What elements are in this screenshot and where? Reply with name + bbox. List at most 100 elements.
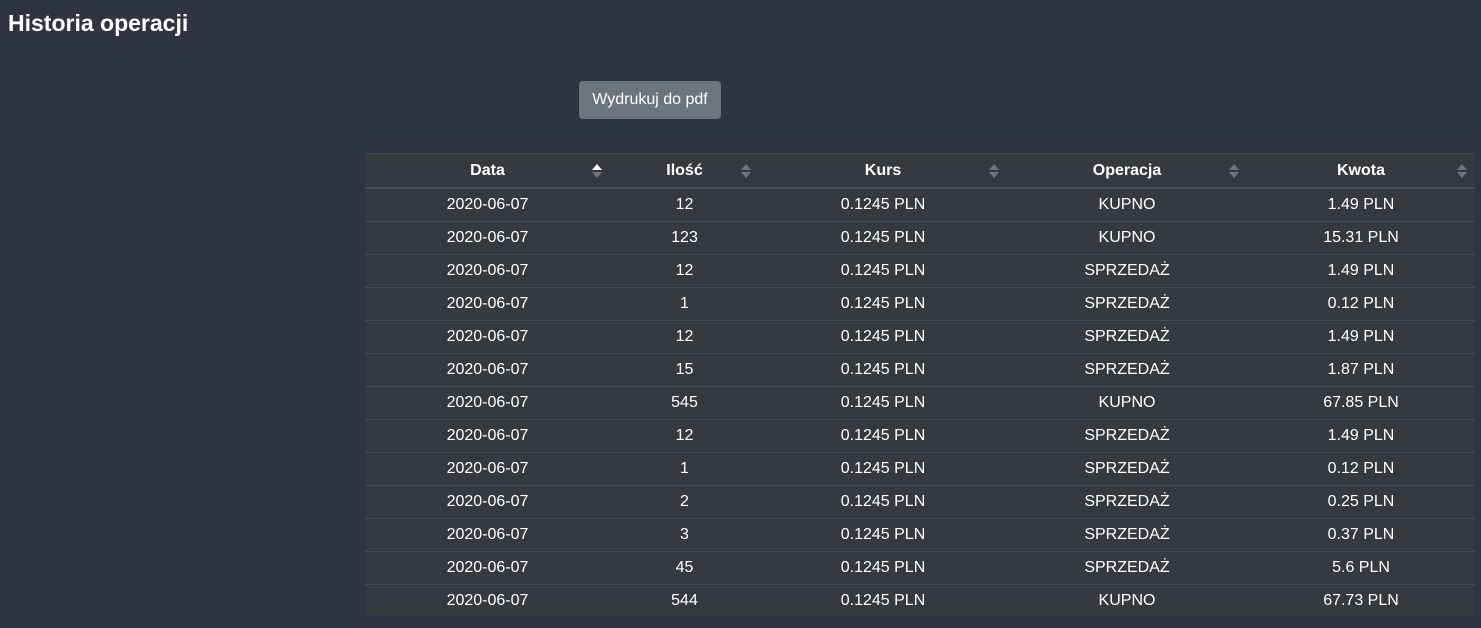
cell-quantity: 45 bbox=[610, 551, 759, 585]
cell-date: 2020-06-07 bbox=[365, 584, 610, 617]
cell-date: 2020-06-07 bbox=[365, 187, 610, 222]
cell-quantity: 545 bbox=[610, 386, 759, 420]
cell-amount: 1.49 PLN bbox=[1247, 187, 1475, 222]
cell-rate: 0.1245 PLN bbox=[759, 551, 1007, 585]
cell-date: 2020-06-07 bbox=[365, 419, 610, 453]
cell-quantity: 3 bbox=[610, 518, 759, 552]
cell-rate: 0.1245 PLN bbox=[759, 287, 1007, 321]
cell-rate: 0.1245 PLN bbox=[759, 419, 1007, 453]
column-header-rate[interactable]: Kurs bbox=[759, 153, 1007, 189]
cell-quantity: 2 bbox=[610, 485, 759, 519]
cell-rate: 0.1245 PLN bbox=[759, 187, 1007, 222]
cell-amount: 67.85 PLN bbox=[1247, 386, 1475, 420]
cell-rate: 0.1245 PLN bbox=[759, 221, 1007, 255]
cell-quantity: 12 bbox=[610, 419, 759, 453]
cell-operation: SPRZEDAŻ bbox=[1007, 485, 1247, 519]
table-header-row: Data Ilość Kurs Operacja Kwota bbox=[365, 153, 1475, 189]
column-header-amount[interactable]: Kwota bbox=[1247, 153, 1475, 189]
cell-amount: 0.25 PLN bbox=[1247, 485, 1475, 519]
cell-amount: 0.37 PLN bbox=[1247, 518, 1475, 552]
cell-date: 2020-06-07 bbox=[365, 353, 610, 387]
cell-rate: 0.1245 PLN bbox=[759, 485, 1007, 519]
cell-operation: KUPNO bbox=[1007, 221, 1247, 255]
cell-operation: KUPNO bbox=[1007, 584, 1247, 617]
column-header-operation[interactable]: Operacja bbox=[1007, 153, 1247, 189]
table-row: 2020-06-07 45 0.1245 PLN SPRZEDAŻ 5.6 PLN bbox=[365, 551, 1475, 585]
cell-quantity: 12 bbox=[610, 254, 759, 288]
cell-amount: 1.49 PLN bbox=[1247, 320, 1475, 354]
cell-quantity: 544 bbox=[610, 584, 759, 617]
column-header-label: Data bbox=[470, 161, 505, 179]
cell-amount: 1.49 PLN bbox=[1247, 419, 1475, 453]
sort-icon bbox=[989, 162, 999, 180]
table-row: 2020-06-07 15 0.1245 PLN SPRZEDAŻ 1.87 PLN bbox=[365, 353, 1475, 387]
cell-rate: 0.1245 PLN bbox=[759, 254, 1007, 288]
column-header-quantity[interactable]: Ilość bbox=[610, 153, 759, 189]
cell-rate: 0.1245 PLN bbox=[759, 353, 1007, 387]
cell-operation: KUPNO bbox=[1007, 386, 1247, 420]
table-row: 2020-06-07 1 0.1245 PLN SPRZEDAŻ 0.12 PLN bbox=[365, 287, 1475, 321]
cell-operation: SPRZEDAŻ bbox=[1007, 320, 1247, 354]
column-header-label: Operacja bbox=[1092, 161, 1162, 179]
cell-operation: SPRZEDAŻ bbox=[1007, 419, 1247, 453]
cell-amount: 1.49 PLN bbox=[1247, 254, 1475, 288]
sort-icon bbox=[741, 162, 751, 180]
cell-date: 2020-06-07 bbox=[365, 518, 610, 552]
column-header-label: Kwota bbox=[1337, 161, 1385, 179]
cell-date: 2020-06-07 bbox=[365, 287, 610, 321]
sort-icon bbox=[1229, 162, 1239, 180]
column-header-label: Ilość bbox=[666, 161, 703, 179]
cell-quantity: 1 bbox=[610, 287, 759, 321]
cell-amount: 15.31 PLN bbox=[1247, 221, 1475, 255]
cell-operation: SPRZEDAŻ bbox=[1007, 287, 1247, 321]
cell-quantity: 1 bbox=[610, 452, 759, 486]
column-header-date[interactable]: Data bbox=[365, 153, 610, 189]
table-row: 2020-06-07 545 0.1245 PLN KUPNO 67.85 PLN bbox=[365, 386, 1475, 420]
cell-quantity: 12 bbox=[610, 320, 759, 354]
cell-rate: 0.1245 PLN bbox=[759, 320, 1007, 354]
cell-operation: SPRZEDAŻ bbox=[1007, 452, 1247, 486]
table-row: 2020-06-07 1 0.1245 PLN SPRZEDAŻ 0.12 PLN bbox=[365, 452, 1475, 486]
table-row: 2020-06-07 2 0.1245 PLN SPRZEDAŻ 0.25 PLN bbox=[365, 485, 1475, 519]
cell-operation: SPRZEDAŻ bbox=[1007, 518, 1247, 552]
cell-amount: 0.12 PLN bbox=[1247, 287, 1475, 321]
cell-date: 2020-06-07 bbox=[365, 221, 610, 255]
sort-icon bbox=[1457, 162, 1467, 180]
cell-amount: 0.12 PLN bbox=[1247, 452, 1475, 486]
cell-amount: 67.73 PLN bbox=[1247, 584, 1475, 617]
cell-date: 2020-06-07 bbox=[365, 254, 610, 288]
cell-date: 2020-06-07 bbox=[365, 485, 610, 519]
cell-date: 2020-06-07 bbox=[365, 386, 610, 420]
operations-table: Data Ilość Kurs Operacja Kwota 2020-06-07 12 0… bbox=[365, 153, 1475, 617]
print-pdf-button[interactable]: Wydrukuj do pdf bbox=[579, 81, 721, 119]
operations-table-container: Data Ilość Kurs Operacja Kwota 2020-06-07 12 0… bbox=[365, 153, 1475, 617]
cell-quantity: 123 bbox=[610, 221, 759, 255]
table-row: 2020-06-07 12 0.1245 PLN SPRZEDAŻ 1.49 PLN bbox=[365, 320, 1475, 354]
cell-operation: KUPNO bbox=[1007, 187, 1247, 222]
table-row: 2020-06-07 12 0.1245 PLN SPRZEDAŻ 1.49 PLN bbox=[365, 254, 1475, 288]
table-row: 2020-06-07 12 0.1245 PLN KUPNO 1.49 PLN bbox=[365, 187, 1475, 222]
table-row: 2020-06-07 3 0.1245 PLN SPRZEDAŻ 0.37 PLN bbox=[365, 518, 1475, 552]
table-header: Data Ilość Kurs Operacja Kwota bbox=[365, 153, 1475, 189]
cell-rate: 0.1245 PLN bbox=[759, 386, 1007, 420]
page-title: Historia operacji bbox=[8, 10, 189, 36]
cell-date: 2020-06-07 bbox=[365, 452, 610, 486]
cell-quantity: 12 bbox=[610, 187, 759, 222]
table-row: 2020-06-07 123 0.1245 PLN KUPNO 15.31 PLN bbox=[365, 221, 1475, 255]
table-row: 2020-06-07 12 0.1245 PLN SPRZEDAŻ 1.49 PLN bbox=[365, 419, 1475, 453]
cell-rate: 0.1245 PLN bbox=[759, 584, 1007, 617]
cell-amount: 1.87 PLN bbox=[1247, 353, 1475, 387]
cell-date: 2020-06-07 bbox=[365, 551, 610, 585]
cell-operation: SPRZEDAŻ bbox=[1007, 353, 1247, 387]
sort-icon bbox=[592, 162, 602, 180]
column-header-label: Kurs bbox=[864, 161, 902, 179]
table-row: 2020-06-07 544 0.1245 PLN KUPNO 67.73 PLN bbox=[365, 584, 1475, 617]
cell-amount: 5.6 PLN bbox=[1247, 551, 1475, 585]
cell-quantity: 15 bbox=[610, 353, 759, 387]
cell-operation: SPRZEDAŻ bbox=[1007, 254, 1247, 288]
cell-date: 2020-06-07 bbox=[365, 320, 610, 354]
cell-rate: 0.1245 PLN bbox=[759, 518, 1007, 552]
cell-rate: 0.1245 PLN bbox=[759, 452, 1007, 486]
cell-operation: SPRZEDAŻ bbox=[1007, 551, 1247, 585]
table-body: 2020-06-07 12 0.1245 PLN KUPNO 1.49 PLN 2020-… bbox=[365, 187, 1475, 617]
